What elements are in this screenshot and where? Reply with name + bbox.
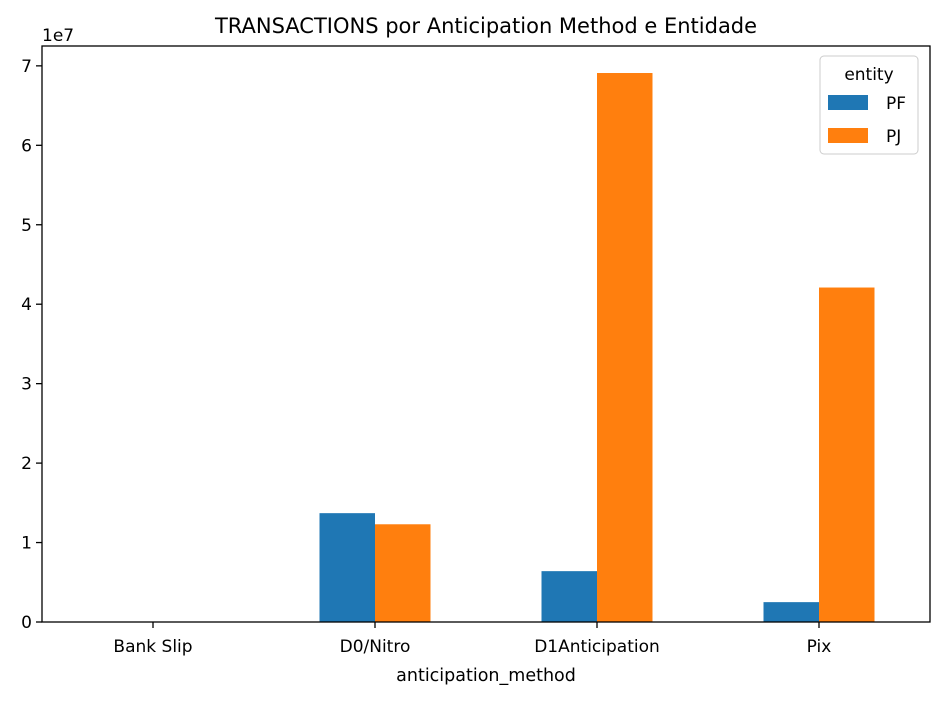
legend: entity PF PJ: [819, 55, 919, 155]
plot-frame: [41, 45, 931, 623]
x-tick-label: Bank Slip: [113, 637, 192, 657]
bar-pf-1: [319, 513, 375, 622]
bar-pj-2: [597, 73, 653, 623]
bar-pf-2: [541, 571, 597, 622]
y-axis: 0 1 2 3 4 5 6 7: [21, 57, 42, 633]
bars-group: [319, 73, 875, 623]
bar-pj-3: [819, 287, 875, 622]
chart-title: TRANSACTIONS por Anticipation Method e E…: [214, 14, 757, 38]
bar-pj-1: [375, 524, 431, 622]
y-tick-label: 0: [21, 613, 32, 633]
x-axis: Bank Slip D0/Nitro D1Anticipation Pix: [113, 622, 831, 657]
x-tick-label: D0/Nitro: [340, 637, 411, 657]
y-tick-label: 2: [21, 454, 32, 474]
y-offset-label: 1e7: [42, 26, 74, 46]
legend-title: entity: [844, 65, 893, 85]
y-tick-label: 3: [21, 375, 32, 395]
x-tick-label: D1Anticipation: [534, 637, 660, 657]
x-tick-label: Pix: [807, 637, 832, 657]
y-tick-label: 7: [21, 57, 32, 77]
legend-label-pf: PF: [886, 94, 906, 114]
y-tick-label: 4: [21, 295, 32, 315]
y-tick-label: 6: [21, 136, 32, 156]
bar-pf-3: [763, 602, 819, 622]
legend-swatch-pf: [828, 95, 868, 110]
legend-swatch-pj: [828, 128, 868, 143]
y-tick-label: 1: [21, 534, 32, 554]
y-tick-label: 5: [21, 216, 32, 236]
legend-label-pj: PJ: [886, 127, 901, 147]
x-axis-label: anticipation_method: [396, 666, 576, 686]
